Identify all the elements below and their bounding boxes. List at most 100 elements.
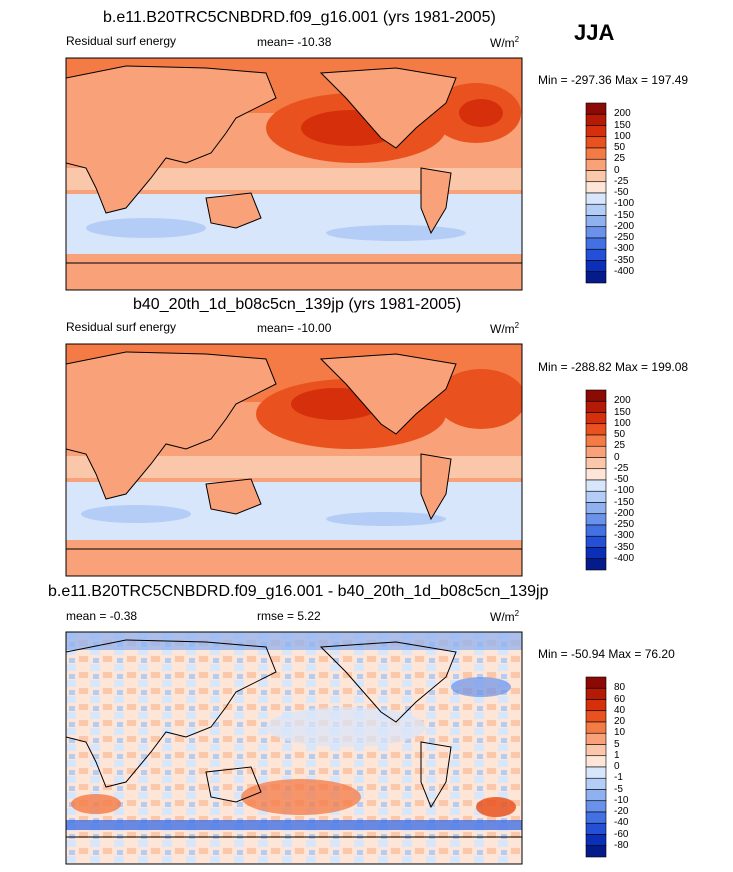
panel-1-mean-label: mean= -10.38 <box>257 35 332 49</box>
colorbar-box <box>585 457 607 470</box>
colorbar-tick-label: 200 <box>614 108 631 120</box>
southern-warm-anomaly <box>241 779 361 815</box>
colorbar-tick-label: -60 <box>614 828 629 840</box>
colorbar-box <box>585 147 607 160</box>
colorbar-tick-label: -350 <box>614 254 635 266</box>
colorbar-box <box>585 203 607 216</box>
colorbar-box <box>585 490 607 503</box>
southern-warm-anomaly-3 <box>71 794 121 814</box>
north-america <box>319 353 457 435</box>
colorbar-box <box>585 125 607 138</box>
season-label: JJA <box>574 20 615 45</box>
colorbar-tick-label: -50 <box>614 187 629 198</box>
southern-pocket-1 <box>86 218 206 238</box>
colorbar-tick-label: 60 <box>614 693 626 705</box>
panel-1-units: W/m2 <box>490 35 520 50</box>
colorbar-box <box>585 789 607 802</box>
colorbar-tick-label: 10 <box>614 727 626 739</box>
north-america <box>319 641 457 723</box>
panel-3-mean-label: mean = -0.38 <box>66 609 138 623</box>
australia <box>205 766 262 803</box>
eurasia-africa <box>66 351 277 500</box>
colorbar-tick-label: -250 <box>614 519 635 530</box>
colorbar-box <box>585 513 607 526</box>
colorbar-tick-label: 25 <box>614 440 626 452</box>
colorbar-box <box>585 412 607 425</box>
colorbar-box <box>585 400 607 413</box>
atlantic-cold-anomaly <box>451 677 511 697</box>
panel-2-mean-label: mean= -10.00 <box>257 321 332 335</box>
eurasia-africa <box>66 639 277 788</box>
colorbar-box <box>585 192 607 205</box>
colorbar-box <box>585 271 607 284</box>
colorbar-box <box>585 158 607 171</box>
colorbar-box <box>585 535 607 548</box>
colorbar-tick-label: 100 <box>614 130 631 142</box>
colorbar-tick-label: 50 <box>614 429 626 440</box>
colorbar-box <box>585 181 607 194</box>
colorbar-tick-label: -100 <box>614 198 635 210</box>
panel-1-map <box>65 57 523 291</box>
colorbar-box <box>585 744 607 757</box>
colorbar-box <box>585 102 607 115</box>
colorbar-box <box>585 699 607 712</box>
panel-3-map <box>65 631 523 865</box>
panel-1-colorbar <box>585 102 607 284</box>
north-america <box>319 67 457 149</box>
colorbar-tick-label: 200 <box>614 395 631 407</box>
colorbar-box <box>585 811 607 824</box>
panel-3-units: W/m2 <box>490 609 520 624</box>
colorbar-tick-label: 0 <box>614 451 620 463</box>
colorbar-box <box>585 434 607 447</box>
colorbar-tick-label: 50 <box>614 142 626 153</box>
colorbar-tick-label: -25 <box>614 462 629 474</box>
colorbar-box <box>585 479 607 492</box>
colorbar-tick-label: -350 <box>614 541 635 553</box>
colorbar-tick-label: -400 <box>614 265 635 277</box>
panel-2-range-label: Min = -288.82 Max = 199.08 <box>538 360 689 374</box>
north-atlantic-hotspot <box>436 369 522 429</box>
colorbar-tick-label: -100 <box>614 485 635 497</box>
colorbar-tick-label: -300 <box>614 530 635 542</box>
north-atlantic-core <box>459 99 503 127</box>
panel-3-range-label: Min = -50.94 Max = 76.20 <box>538 647 675 661</box>
colorbar-tick-label: -10 <box>614 794 629 806</box>
panel-2-units: W/m2 <box>490 321 520 336</box>
antarctica <box>66 262 522 290</box>
colorbar-box <box>585 822 607 835</box>
colorbar-box <box>585 113 607 126</box>
panel-2-map <box>65 343 523 577</box>
colorbar-tick-label: 150 <box>614 406 631 418</box>
colorbar-tick-label: -150 <box>614 209 635 221</box>
southern-pocket-1 <box>81 505 191 523</box>
south-america <box>420 167 452 235</box>
colorbar-tick-label: -150 <box>614 496 635 508</box>
continents <box>66 351 522 576</box>
colorbar-box <box>585 755 607 768</box>
panel-2-variable-label: Residual surf energy <box>66 320 177 334</box>
colorbar-box <box>585 170 607 183</box>
colorbar-tick-label: -400 <box>614 552 635 564</box>
colorbar-box <box>585 136 607 149</box>
colorbar-tick-label: -25 <box>614 175 629 187</box>
colorbar-box <box>585 687 607 700</box>
colorbar-tick-label: -80 <box>614 839 629 851</box>
colorbar-tick-label: 5 <box>614 738 620 750</box>
colorbar-box <box>585 676 607 689</box>
colorbar-box <box>585 710 607 723</box>
colorbar-tick-label: -50 <box>614 474 629 485</box>
colorbar-box <box>585 260 607 273</box>
arctic-band <box>66 632 522 650</box>
colorbar-box <box>585 766 607 779</box>
panel-2-colorbar <box>585 389 607 571</box>
colorbar-tick-label: -200 <box>614 220 635 232</box>
colorbar-tick-label: -200 <box>614 507 635 519</box>
colorbar-box <box>585 721 607 734</box>
colorbar-box <box>585 800 607 813</box>
colorbar-box <box>585 389 607 402</box>
australia <box>205 192 262 229</box>
eurasia-africa <box>66 65 277 214</box>
colorbar-box <box>585 468 607 481</box>
colorbar-tick-label: -40 <box>614 817 629 829</box>
australia <box>205 478 262 515</box>
